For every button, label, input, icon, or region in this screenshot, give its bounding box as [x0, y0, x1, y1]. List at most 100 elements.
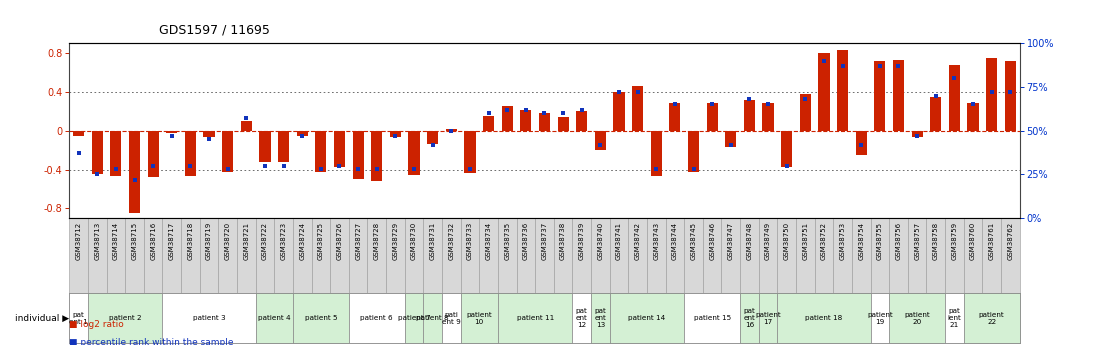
Text: patient 3: patient 3: [192, 315, 226, 321]
Bar: [889, 293, 945, 343]
Bar: [983, 218, 1001, 293]
Text: pat
ent
16: pat ent 16: [743, 308, 756, 328]
Text: GSM38739: GSM38739: [579, 222, 585, 260]
Bar: [665, 218, 684, 293]
Bar: [651, 131, 662, 176]
Text: GSM38715: GSM38715: [132, 222, 138, 260]
Bar: [871, 293, 889, 343]
Bar: [911, 131, 922, 137]
Text: patient 8: patient 8: [416, 315, 449, 321]
Text: GSM38730: GSM38730: [411, 222, 417, 260]
Bar: [483, 116, 494, 131]
Bar: [986, 58, 997, 131]
Bar: [703, 218, 721, 293]
Text: GSM38749: GSM38749: [765, 222, 771, 260]
Bar: [707, 104, 718, 131]
Text: GSM38757: GSM38757: [915, 222, 920, 260]
Bar: [815, 218, 833, 293]
Bar: [371, 131, 382, 181]
Bar: [688, 131, 699, 171]
Bar: [405, 293, 424, 343]
Bar: [762, 104, 774, 131]
Bar: [591, 293, 609, 343]
Bar: [88, 218, 106, 293]
Text: GSM38760: GSM38760: [970, 222, 976, 260]
Bar: [256, 218, 274, 293]
Text: GSM38761: GSM38761: [988, 222, 995, 260]
Text: GSM38731: GSM38731: [429, 222, 436, 260]
Text: GSM38744: GSM38744: [672, 222, 678, 260]
Bar: [536, 218, 553, 293]
Text: pati
ent 9: pati ent 9: [442, 312, 461, 325]
Bar: [315, 131, 326, 171]
Text: patient
20: patient 20: [904, 312, 930, 325]
Bar: [461, 218, 480, 293]
Text: GSM38727: GSM38727: [356, 222, 361, 260]
Bar: [684, 218, 703, 293]
Bar: [148, 131, 159, 177]
Text: pat
ient
21: pat ient 21: [947, 308, 961, 328]
Text: GSM38724: GSM38724: [300, 222, 305, 260]
Bar: [184, 131, 196, 176]
Bar: [889, 218, 908, 293]
Bar: [818, 53, 830, 131]
Text: GSM38717: GSM38717: [169, 222, 174, 260]
Text: GSM38759: GSM38759: [951, 222, 957, 260]
Text: GSM38716: GSM38716: [150, 222, 157, 260]
Text: GSM38762: GSM38762: [1007, 222, 1013, 260]
Bar: [427, 131, 438, 144]
Text: patient
17: patient 17: [755, 312, 781, 325]
Bar: [908, 218, 927, 293]
Bar: [293, 293, 349, 343]
Text: GSM38735: GSM38735: [504, 222, 510, 260]
Text: GSM38740: GSM38740: [597, 222, 604, 260]
Bar: [181, 218, 200, 293]
Text: patient
19: patient 19: [866, 312, 893, 325]
Text: GSM38712: GSM38712: [76, 222, 82, 260]
Text: GSM38732: GSM38732: [448, 222, 454, 260]
Text: GSM38723: GSM38723: [281, 222, 286, 260]
Text: GSM38726: GSM38726: [337, 222, 342, 260]
Text: GSM38721: GSM38721: [244, 222, 249, 260]
Text: GSM38736: GSM38736: [523, 222, 529, 260]
Text: patient 15: patient 15: [693, 315, 731, 321]
Bar: [256, 293, 293, 343]
Bar: [572, 218, 591, 293]
Bar: [464, 131, 475, 174]
Bar: [274, 218, 293, 293]
Text: GSM38728: GSM38728: [373, 222, 380, 260]
Text: GSM38754: GSM38754: [859, 222, 864, 260]
Bar: [349, 293, 405, 343]
Bar: [334, 131, 345, 167]
Text: patient
22: patient 22: [978, 312, 1005, 325]
Bar: [833, 218, 852, 293]
Bar: [893, 60, 904, 131]
Bar: [670, 104, 681, 131]
Text: GSM38745: GSM38745: [691, 222, 697, 260]
Bar: [799, 94, 811, 131]
Bar: [852, 218, 871, 293]
Bar: [502, 106, 513, 131]
Bar: [609, 293, 684, 343]
Bar: [1001, 218, 1020, 293]
Bar: [461, 293, 498, 343]
Text: GSM38725: GSM38725: [318, 222, 324, 260]
Bar: [312, 218, 330, 293]
Bar: [203, 131, 215, 137]
Bar: [874, 61, 885, 131]
Bar: [162, 218, 181, 293]
Bar: [162, 293, 256, 343]
Text: GSM38755: GSM38755: [877, 222, 883, 260]
Bar: [167, 131, 178, 132]
Text: GSM38734: GSM38734: [485, 222, 492, 260]
Text: GSM38713: GSM38713: [94, 222, 101, 260]
Bar: [200, 218, 218, 293]
Text: pat
ent
13: pat ent 13: [595, 308, 606, 328]
Bar: [92, 131, 103, 175]
Bar: [964, 293, 1020, 343]
Bar: [498, 293, 572, 343]
Bar: [740, 218, 759, 293]
Text: GSM38751: GSM38751: [803, 222, 808, 260]
Text: ■ percentile rank within the sample: ■ percentile rank within the sample: [69, 338, 234, 345]
Bar: [259, 131, 271, 162]
